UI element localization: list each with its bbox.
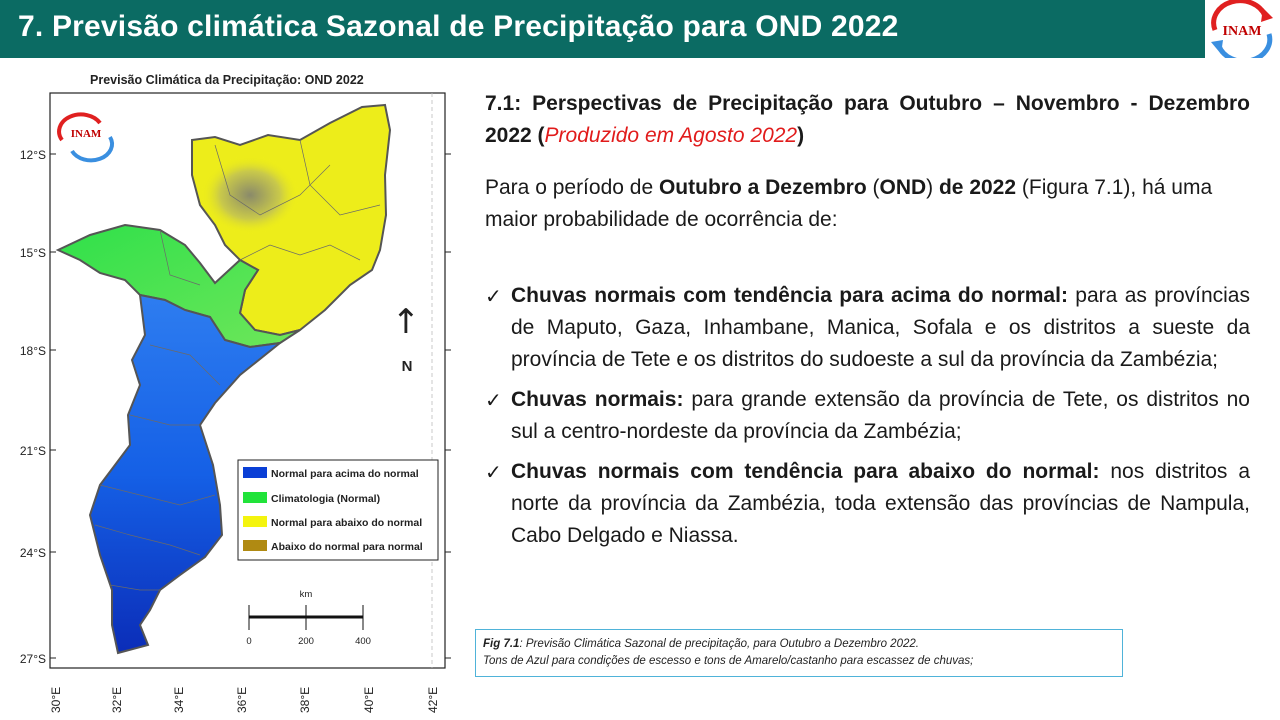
map-title: Previsão Climática da Precipitação: OND …: [90, 73, 364, 87]
bullet-text: nos distritos a norte da província da Za…: [511, 460, 1250, 547]
lon-label: 40°E: [362, 687, 376, 713]
bullet-text: para as províncias de Maputo, Gaza, Inha…: [511, 284, 1250, 371]
bullet-bold: Chuvas normais:: [511, 388, 684, 411]
legend-swatch-blue: [243, 467, 267, 478]
bullet-bold: Chuvas normais com tendência para abaixo…: [511, 460, 1100, 483]
map-inam-logo: INAM: [57, 112, 114, 163]
lon-label: 38°E: [298, 687, 312, 713]
lon-label: 42°E: [426, 687, 440, 713]
intro-text: (: [866, 176, 880, 199]
bullet-item: ✓ Chuvas normais com tendência para acima…: [485, 280, 1250, 376]
legend-swatch-green: [243, 492, 267, 503]
bullet-bold: Chuvas normais com tendência para acima …: [511, 284, 1068, 307]
district-lines: [94, 139, 381, 591]
section-heading: 7.1: Perspectivas de Precipitação para O…: [485, 88, 1250, 152]
logo-text: INAM: [1223, 24, 1262, 39]
page-title: 7. Previsão climática Sazonal de Precipi…: [18, 10, 899, 43]
scale-tick: 0: [246, 636, 251, 647]
forecast-bullet-list: ✓ Chuvas normais com tendência para acima…: [485, 280, 1250, 560]
intro-bold: de 2022: [938, 176, 1017, 199]
intro-bold: OND: [879, 176, 927, 199]
legend-swatch-yellow: [243, 516, 267, 527]
legend-label: Normal para acima do normal: [271, 468, 419, 480]
bullet-item: ✓ Chuvas normais: para grande extensão da…: [485, 384, 1250, 448]
bullet-text: para grande extensão da província de Tet…: [511, 388, 1250, 443]
intro-bold: Outubro a Dezembro: [658, 176, 867, 199]
lat-label: 15°S: [20, 246, 46, 260]
intro-text: (Figura 7.1), há uma maior probabilidade…: [485, 176, 1213, 231]
heading-date-note: Produzido em Agosto 2022: [544, 124, 798, 147]
caption-fig-label: Fig 7.1: [483, 638, 520, 650]
lon-label: 32°E: [110, 687, 124, 713]
lon-label: 36°E: [235, 687, 249, 713]
bullet-item: ✓ Chuvas normais com tendência para abaix…: [485, 456, 1250, 552]
caption-text: : Previsão Climática Sazonal de precipit…: [519, 638, 919, 650]
scale-tick: 400: [355, 636, 371, 647]
lat-label: 27°S: [20, 652, 46, 666]
legend-label: Climatologia (Normal): [271, 493, 380, 505]
checkmark-icon: ✓: [485, 284, 502, 308]
forecast-map: INAM 12°S 15°S 18°S 21°S 24°S 27°S 30°E …: [20, 92, 451, 713]
inam-logo: INAM: [1205, 0, 1280, 64]
lon-label: 34°E: [172, 687, 186, 713]
header-bar: 7. Previsão climática Sazonal de Precipi…: [0, 0, 1280, 64]
caption-line-2: Tons de Azul para condições de escesso e…: [483, 655, 974, 667]
intro-text: ): [926, 176, 939, 199]
checkmark-icon: ✓: [485, 388, 502, 412]
checkmark-icon: ✓: [485, 460, 502, 484]
scale-unit: km: [300, 589, 313, 600]
brown-area: [200, 155, 300, 235]
lat-label: 24°S: [20, 546, 46, 560]
heading-close: ): [797, 124, 805, 147]
caption-line-1: Fig 7.1: Previsão Climática Sazonal de p…: [483, 636, 1122, 653]
lat-label: 21°S: [20, 444, 46, 458]
map-logo-text: INAM: [71, 128, 102, 140]
lat-label: 12°S: [20, 148, 46, 162]
intro-paragraph: Para o período de Outubro a Dezembro (ON…: [485, 172, 1250, 236]
scale-tick: 200: [298, 636, 314, 647]
legend-swatch-brown: [243, 540, 267, 551]
legend-label: Abaixo do normal para normal: [271, 541, 423, 553]
intro-text: Para o período de: [485, 176, 659, 199]
lon-label: 30°E: [49, 687, 63, 713]
north-label: N: [402, 358, 413, 375]
legend-label: Normal para abaixo do normal: [271, 517, 422, 529]
figure-caption: Fig 7.1: Previsão Climática Sazonal de p…: [475, 629, 1123, 677]
lat-label: 18°S: [20, 344, 46, 358]
map-legend: Normal para acima do normal Climatologia…: [237, 459, 439, 561]
scale-bar: km 0 200 400: [246, 589, 371, 647]
heading-text: 7.1: Perspectivas de Precipitação para O…: [485, 92, 1250, 147]
north-arrow-icon: ↑: [392, 302, 421, 342]
